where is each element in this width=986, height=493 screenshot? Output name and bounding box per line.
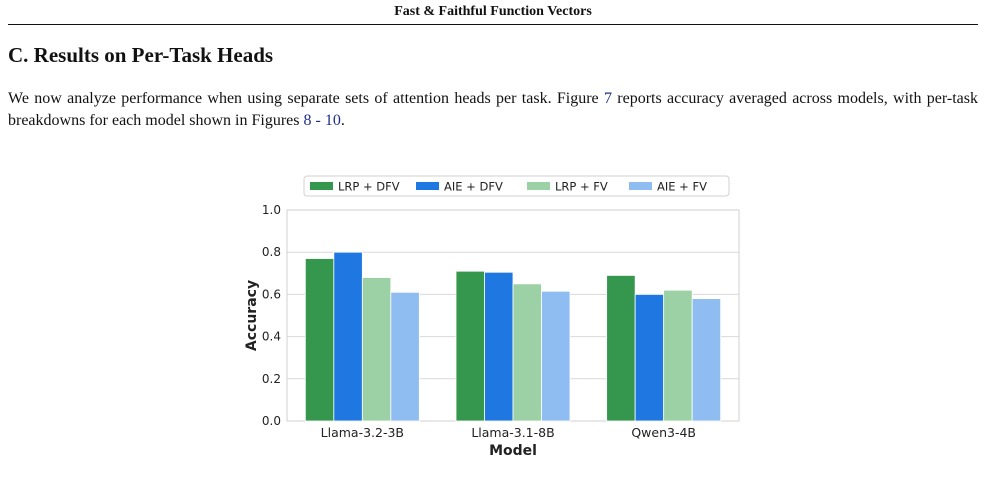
- header-rule: [8, 24, 978, 25]
- bar: [304, 258, 335, 422]
- section-title: C. Results on Per-Task Heads: [8, 43, 274, 67]
- y-axis-title: Accuracy: [244, 280, 260, 351]
- bar: [634, 293, 665, 422]
- legend-label: AIE + DFV: [444, 180, 503, 194]
- paragraph-text-1: We now analyze performance when using se…: [8, 90, 604, 107]
- y-tick-label: 0.4: [262, 330, 281, 344]
- y-tick-label: 0.2: [262, 372, 281, 386]
- bar: [484, 271, 514, 422]
- legend-swatch: [310, 182, 333, 190]
- running-header: Fast & Faithful Function Vectors: [394, 4, 592, 19]
- legend-label: LRP + FV: [555, 180, 608, 194]
- bar: [361, 277, 392, 422]
- y-tick-label: 0.8: [262, 245, 281, 259]
- figure-ref-dash: -: [311, 112, 325, 129]
- y-tick-label: 0.0: [262, 414, 281, 428]
- bar: [455, 270, 485, 422]
- bar: [691, 298, 722, 422]
- bar: [333, 251, 363, 422]
- body-paragraph: We now analyze performance when using se…: [8, 88, 978, 132]
- figure-ref-10[interactable]: 10: [324, 112, 341, 129]
- legend-box: [303, 175, 730, 197]
- figure-ref-8[interactable]: 8: [303, 112, 312, 129]
- bar: [390, 291, 420, 422]
- y-tick-label: 1.0: [262, 203, 281, 217]
- x-tick-label: Qwen3-4B: [631, 425, 696, 440]
- legend-swatch: [416, 182, 439, 190]
- bar: [512, 283, 542, 422]
- x-tick-label: Llama-3.1-8B: [471, 425, 554, 440]
- bar: [663, 289, 693, 422]
- paragraph-text-end: .: [340, 112, 345, 129]
- bar: [541, 290, 571, 422]
- bar: [606, 275, 636, 422]
- paragraph-text-2: reports accuracy averaged across models,…: [8, 90, 979, 129]
- page-bottom: [0, 478, 986, 493]
- x-axis-title: Model: [489, 443, 537, 459]
- legend-swatch: [629, 182, 652, 190]
- legend-label: LRP + DFV: [338, 180, 400, 194]
- legend-label: AIE + FV: [657, 180, 707, 194]
- legend-swatch: [527, 182, 550, 190]
- y-tick-label: 0.6: [262, 287, 281, 301]
- figure-ref-7[interactable]: 7: [603, 90, 612, 107]
- x-tick-label: Llama-3.2-3B: [321, 425, 404, 440]
